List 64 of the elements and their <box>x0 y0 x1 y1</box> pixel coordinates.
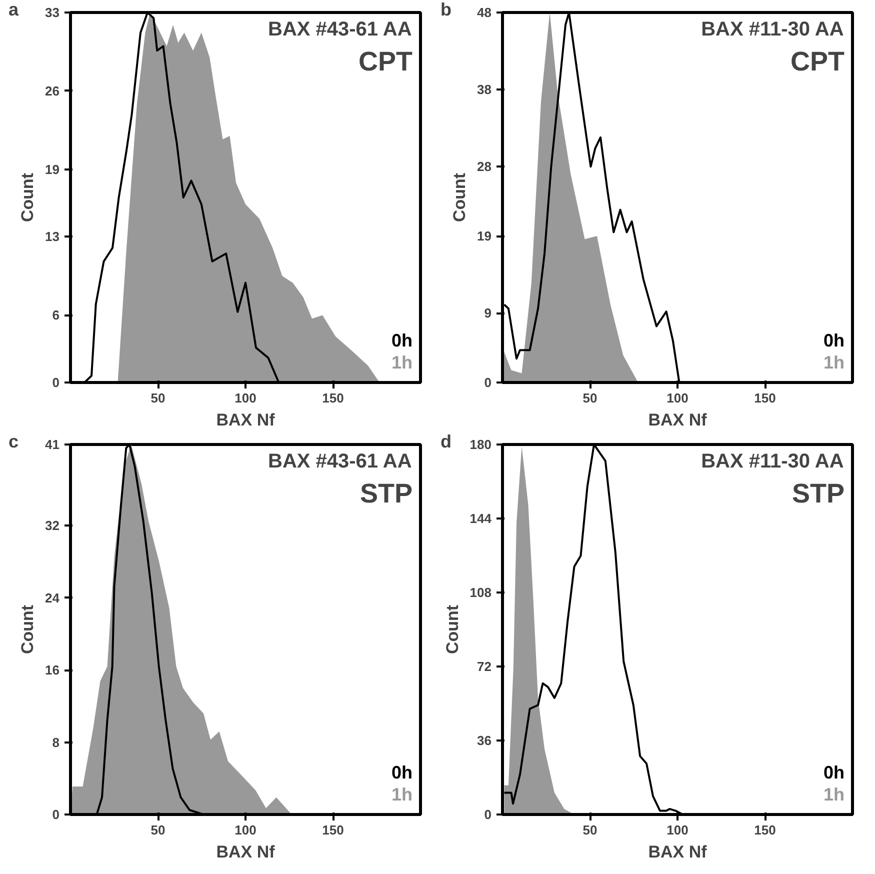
text: a <box>8 0 20 20</box>
x-axis-title: BAX Nf <box>216 842 276 862</box>
text: 1h <box>823 352 845 372</box>
y-tick-label: 26 <box>45 83 60 98</box>
text: c <box>8 432 19 452</box>
y-tick-label: 8 <box>52 734 60 750</box>
y-tick-label: 13 <box>45 229 60 244</box>
text: STP <box>792 478 845 508</box>
y-tick-label: 38 <box>477 82 492 98</box>
x-tick-label: 150 <box>322 822 344 838</box>
y-tick-label: 48 <box>477 5 492 20</box>
y-tick-label: 0 <box>52 375 60 390</box>
y-tick-label: 180 <box>470 437 492 452</box>
x-tick-label: 50 <box>150 822 166 838</box>
x-tick-label: 100 <box>666 390 688 406</box>
x-tick-label: 50 <box>150 390 166 406</box>
chart-title: BAX #43-61 AA <box>268 450 412 472</box>
y-tick-label: 16 <box>45 662 60 678</box>
y-tick-label: 24 <box>45 590 60 606</box>
y-tick-label: 144 <box>470 511 492 526</box>
y-tick-label: 41 <box>45 437 60 452</box>
y-axis-title: Count <box>442 604 462 654</box>
chart-title: BAX #11-30 AA <box>701 18 844 40</box>
text: 0h <box>823 762 845 782</box>
chart-title: BAX #11-30 AA <box>701 450 844 472</box>
y-tick-label: 9 <box>484 306 492 321</box>
text: 0h <box>391 330 413 350</box>
y-axis-title: Count <box>18 172 38 222</box>
y-tick-label: 28 <box>477 159 492 174</box>
y-tick-label: 0 <box>484 375 492 390</box>
x-axis-title: BAX Nf <box>648 410 708 430</box>
y-tick-label: 32 <box>45 518 60 534</box>
text: CPT <box>358 46 414 76</box>
y-tick-label: 19 <box>477 228 492 244</box>
y-axis-title: Count <box>18 604 38 654</box>
y-tick-label: 6 <box>52 308 60 323</box>
x-axis-title: BAX Nf <box>216 410 276 430</box>
x-tick-label: 50 <box>582 390 598 406</box>
x-axis-title: BAX Nf <box>648 842 708 862</box>
x-tick-label: 150 <box>754 390 776 406</box>
chart-title: BAX #43-61 AA <box>268 18 412 40</box>
text: b <box>440 0 452 20</box>
series-label: 1h <box>391 352 413 372</box>
y-tick-label: 72 <box>477 659 492 674</box>
x-tick-label: 50 <box>582 822 598 838</box>
y-tick-label: 33 <box>45 5 60 20</box>
text: d <box>440 432 452 452</box>
x-tick-label: 100 <box>234 822 256 838</box>
text: 0h <box>391 762 413 782</box>
text: CPT <box>790 46 846 76</box>
y-axis-title: Count <box>450 172 470 222</box>
text: 0h <box>823 330 845 350</box>
y-tick-label: 36 <box>477 733 492 748</box>
y-tick-label: 0 <box>52 807 60 822</box>
y-tick-label: 0 <box>484 807 492 822</box>
x-tick-label: 100 <box>234 390 256 406</box>
text: 1h <box>823 784 845 804</box>
x-tick-label: 100 <box>666 822 688 838</box>
x-tick-label: 150 <box>754 822 776 838</box>
x-tick-label: 150 <box>322 390 344 406</box>
y-tick-label: 108 <box>470 585 492 600</box>
text: STP <box>360 478 413 508</box>
text: 1h <box>391 784 413 804</box>
y-tick-label: 19 <box>45 162 60 177</box>
